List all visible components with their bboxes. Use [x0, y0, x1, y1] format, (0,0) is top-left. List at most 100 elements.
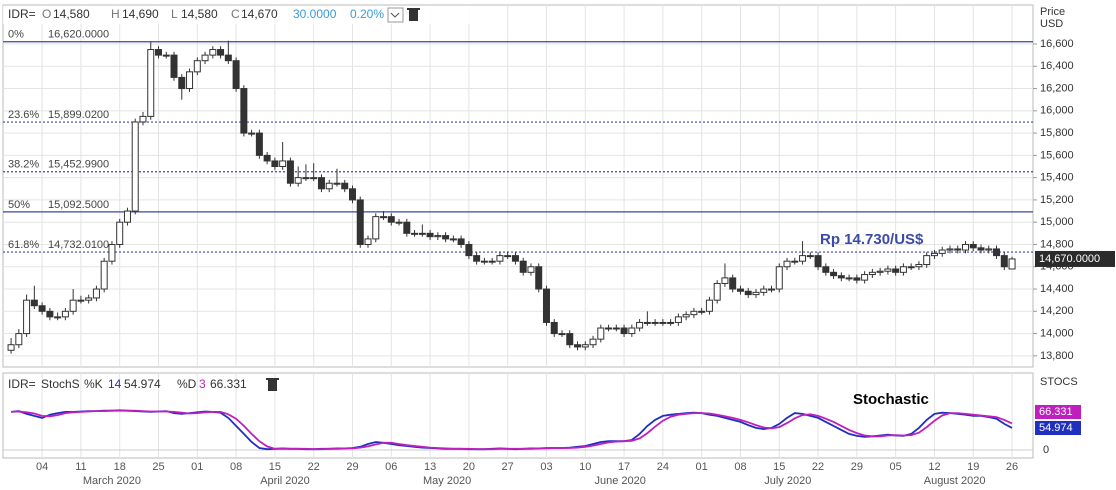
- fib-label: 15,092.5000: [48, 199, 109, 211]
- x-tick-label: 19: [967, 461, 979, 473]
- candle-body: [993, 248, 1001, 257]
- candle-body: [232, 60, 240, 90]
- candle-body: [310, 177, 318, 180]
- month-label: May 2020: [423, 475, 471, 487]
- candle-body: [713, 282, 721, 301]
- month-label: August 2020: [924, 475, 986, 487]
- candle-body: [286, 160, 294, 184]
- x-tick-label: 06: [385, 461, 397, 473]
- candle-body: [768, 288, 776, 291]
- candle-body: [643, 321, 651, 324]
- candle-body: [752, 291, 760, 296]
- y-tick-label: 15,400: [1040, 172, 1074, 184]
- dropdown-icon: [390, 12, 400, 18]
- x-tick-label: 13: [424, 461, 436, 473]
- candle-body: [954, 248, 962, 251]
- candle-body: [61, 310, 69, 318]
- candle-body: [108, 243, 116, 262]
- y-tick-label: 14,000: [1040, 327, 1074, 339]
- stoch-line: [11, 409, 1013, 451]
- candle-body: [775, 266, 783, 290]
- candle-body: [30, 299, 38, 307]
- y-tick-label: 13,800: [1040, 350, 1074, 362]
- high: 14,690: [122, 7, 159, 21]
- price-panel: [2, 4, 1034, 368]
- delete-icon[interactable]: [266, 378, 279, 391]
- candle-body: [380, 216, 388, 219]
- candle-body: [395, 221, 403, 224]
- candle-body: [69, 299, 77, 312]
- candle-body: [853, 277, 861, 281]
- candle-body: [566, 333, 574, 346]
- fib-pct: 23.6%: [8, 109, 39, 121]
- candle-body: [550, 321, 558, 335]
- dropdown[interactable]: [387, 7, 404, 23]
- candle-body: [496, 255, 504, 262]
- candle-body: [830, 271, 838, 277]
- d-name: %D: [177, 377, 197, 391]
- candle-body: [736, 288, 744, 292]
- candle-body: [535, 266, 543, 290]
- candle-body: [7, 344, 15, 351]
- y-tick-label: 15,000: [1040, 216, 1074, 228]
- candle-body: [155, 49, 163, 56]
- delete-icon[interactable]: [407, 8, 420, 21]
- candle-body: [186, 71, 194, 90]
- candle-body: [38, 305, 46, 312]
- stoch-value-label: 66.331: [1039, 406, 1073, 418]
- candle-body: [325, 182, 333, 190]
- fib-label: 16,620.0000: [48, 29, 109, 41]
- candle-body: [240, 88, 248, 134]
- candle-body: [139, 115, 147, 123]
- open-key: O: [42, 7, 51, 21]
- candle-body: [636, 321, 644, 329]
- candle-body: [799, 255, 807, 262]
- d-value: 66.331: [210, 377, 247, 391]
- y-axis-label: Price: [1040, 6, 1065, 18]
- header-bg: [3, 6, 473, 24]
- x-tick-label: 29: [851, 461, 863, 473]
- study-name: StochS: [41, 377, 80, 391]
- candle-body: [162, 54, 170, 57]
- candle-body: [201, 54, 209, 62]
- candle-body: [1008, 258, 1016, 270]
- candle-body: [581, 344, 589, 348]
- candle-body: [279, 160, 287, 168]
- candle-body: [760, 288, 768, 293]
- last-price-label: 14,670.0000: [1039, 253, 1100, 265]
- k-period: 14: [108, 377, 122, 391]
- candle-body: [806, 255, 814, 258]
- candle-body: [930, 252, 938, 257]
- x-tick-label: 29: [346, 461, 358, 473]
- candle-body: [23, 299, 31, 335]
- x-tick-label: 12: [928, 461, 940, 473]
- x-tick-label: 10: [579, 461, 591, 473]
- candle-body: [348, 188, 356, 201]
- candle-body: [977, 247, 985, 251]
- candle-body: [969, 243, 977, 249]
- candle-body: [434, 235, 442, 238]
- candle-body: [364, 238, 372, 245]
- candle-body: [224, 54, 232, 62]
- candle-body: [783, 260, 791, 268]
- candle-body: [387, 216, 395, 223]
- candle-body: [54, 316, 62, 319]
- candle-body: [333, 182, 341, 185]
- x-tick-label: 15: [773, 461, 785, 473]
- k-value: 54.974: [124, 377, 161, 391]
- candle-body: [814, 255, 822, 268]
- candle-body: [876, 270, 884, 273]
- y-tick-label: 0: [1043, 444, 1049, 456]
- candle-body: [605, 327, 613, 330]
- k-name: %K: [84, 377, 103, 391]
- close-key: C: [231, 7, 240, 21]
- study-instrument: IDR=: [8, 377, 36, 391]
- marks: [7, 40, 1016, 451]
- fib-pct: 0%: [8, 29, 24, 41]
- stoch-panel: [2, 372, 1034, 459]
- candle-body: [667, 321, 675, 324]
- x-tick-label: 26: [1006, 461, 1018, 473]
- candle-body: [178, 76, 186, 90]
- candle-body: [659, 321, 667, 324]
